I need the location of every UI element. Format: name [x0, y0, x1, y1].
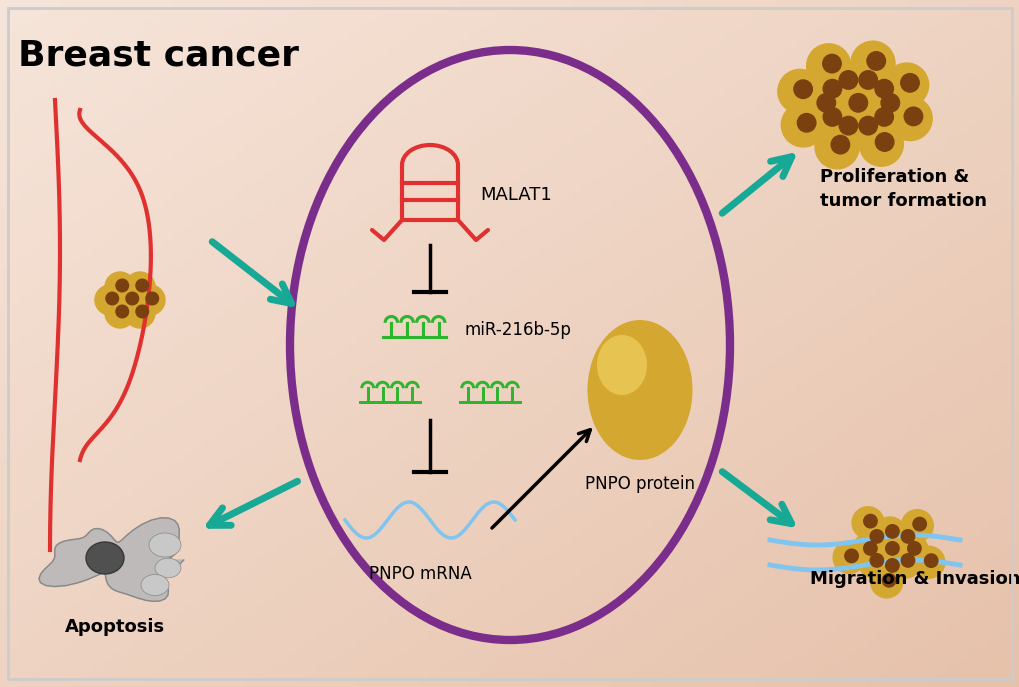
- Ellipse shape: [141, 574, 169, 596]
- Circle shape: [95, 285, 125, 315]
- Circle shape: [822, 108, 841, 126]
- Circle shape: [822, 54, 841, 73]
- Text: Proliferation &
tumor formation: Proliferation & tumor formation: [819, 168, 986, 210]
- Circle shape: [851, 534, 883, 566]
- Circle shape: [105, 298, 135, 328]
- Circle shape: [858, 522, 890, 554]
- Text: miR-216b-5p: miR-216b-5p: [465, 321, 572, 339]
- Circle shape: [781, 103, 824, 147]
- Ellipse shape: [86, 542, 124, 574]
- Circle shape: [844, 549, 857, 563]
- Circle shape: [866, 52, 884, 70]
- Circle shape: [884, 525, 898, 538]
- Circle shape: [848, 93, 867, 112]
- Circle shape: [864, 83, 908, 127]
- Circle shape: [797, 113, 815, 132]
- Circle shape: [883, 63, 927, 107]
- Circle shape: [822, 106, 866, 150]
- Circle shape: [858, 116, 876, 135]
- Circle shape: [863, 541, 876, 555]
- Circle shape: [806, 97, 850, 141]
- Circle shape: [105, 272, 135, 302]
- Circle shape: [106, 292, 118, 305]
- Circle shape: [912, 517, 925, 531]
- Circle shape: [136, 279, 149, 292]
- Circle shape: [822, 60, 866, 104]
- Circle shape: [873, 534, 905, 566]
- Circle shape: [839, 116, 857, 135]
- Circle shape: [923, 554, 937, 567]
- Circle shape: [881, 574, 895, 587]
- Circle shape: [135, 285, 165, 315]
- Circle shape: [873, 551, 905, 583]
- Ellipse shape: [587, 320, 692, 460]
- Circle shape: [858, 546, 890, 578]
- Text: Apoptosis: Apoptosis: [65, 618, 165, 636]
- Circle shape: [833, 541, 864, 574]
- Circle shape: [900, 74, 918, 92]
- Circle shape: [842, 60, 886, 104]
- Circle shape: [116, 279, 128, 292]
- Circle shape: [833, 83, 876, 127]
- Circle shape: [884, 541, 898, 555]
- Text: Breast cancer: Breast cancer: [18, 38, 299, 72]
- Circle shape: [116, 305, 128, 318]
- Text: MALAT1: MALAT1: [480, 186, 551, 204]
- Polygon shape: [39, 518, 183, 601]
- Circle shape: [889, 522, 920, 554]
- Text: Migration & Invasion: Migration & Invasion: [809, 570, 1019, 588]
- Ellipse shape: [149, 533, 180, 557]
- Circle shape: [858, 71, 876, 89]
- Circle shape: [901, 554, 914, 567]
- Circle shape: [830, 135, 849, 154]
- Circle shape: [816, 93, 835, 112]
- Circle shape: [901, 510, 932, 541]
- Circle shape: [822, 80, 841, 98]
- Circle shape: [793, 80, 811, 98]
- Circle shape: [125, 272, 155, 302]
- Circle shape: [115, 285, 145, 315]
- Circle shape: [851, 507, 883, 539]
- Circle shape: [888, 97, 931, 141]
- Circle shape: [869, 530, 882, 543]
- Circle shape: [800, 83, 844, 127]
- Circle shape: [903, 107, 922, 126]
- Text: PNPO protein: PNPO protein: [585, 475, 694, 493]
- Circle shape: [880, 93, 899, 112]
- Circle shape: [873, 517, 905, 549]
- Circle shape: [146, 292, 158, 305]
- Circle shape: [858, 69, 902, 113]
- Circle shape: [806, 69, 850, 113]
- Circle shape: [136, 305, 149, 318]
- Circle shape: [858, 122, 903, 166]
- Circle shape: [884, 559, 898, 572]
- Circle shape: [869, 554, 882, 567]
- Text: PNPO mRNA: PNPO mRNA: [368, 565, 471, 583]
- Circle shape: [858, 97, 902, 141]
- Circle shape: [874, 80, 893, 98]
- Circle shape: [912, 546, 944, 578]
- Circle shape: [874, 108, 893, 126]
- Circle shape: [839, 71, 857, 89]
- Circle shape: [125, 298, 155, 328]
- Circle shape: [842, 106, 886, 150]
- Circle shape: [850, 41, 894, 85]
- Circle shape: [863, 515, 876, 528]
- Circle shape: [895, 534, 927, 566]
- Ellipse shape: [155, 559, 180, 578]
- Circle shape: [814, 125, 858, 169]
- Circle shape: [806, 44, 850, 88]
- Ellipse shape: [596, 335, 646, 395]
- Circle shape: [889, 546, 920, 578]
- Circle shape: [901, 530, 914, 543]
- Circle shape: [125, 292, 139, 305]
- Circle shape: [907, 541, 920, 555]
- Circle shape: [870, 566, 902, 598]
- Circle shape: [874, 133, 893, 151]
- Circle shape: [777, 69, 821, 113]
